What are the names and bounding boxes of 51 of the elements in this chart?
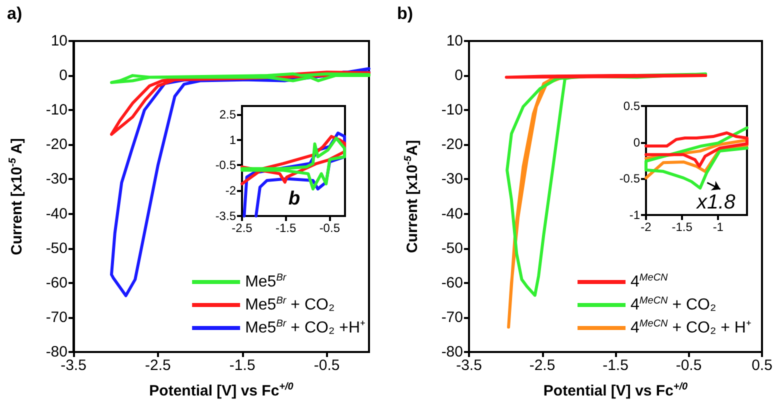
line-series bbox=[644, 126, 748, 190]
y-tick-label: -10 bbox=[441, 102, 463, 119]
y-tick-label: -50 bbox=[46, 240, 68, 257]
x-tick-label: -1.5 bbox=[275, 221, 296, 235]
x-tick-label: -0.5 bbox=[319, 221, 340, 235]
y-tick-label: 0.5 bbox=[623, 99, 640, 113]
x-tick-label: -0.5 bbox=[676, 357, 702, 374]
y-tick-label: -60 bbox=[46, 274, 68, 292]
x-tick-label: -1 bbox=[712, 220, 724, 234]
y-axis-title: Current [x10-5A] bbox=[403, 140, 421, 254]
y-tick-label: 1 bbox=[229, 132, 236, 147]
annotation: x1.8 bbox=[696, 191, 736, 214]
y-tick-label: -1 bbox=[629, 208, 640, 222]
y-tick-label: -80 bbox=[46, 344, 68, 360]
x-tick-label: 0.5 bbox=[752, 357, 772, 374]
x-tick-label: -2.5 bbox=[232, 221, 253, 235]
y-tick-label: -60 bbox=[441, 274, 463, 292]
y-tick-label: -10 bbox=[46, 102, 68, 119]
y-axis-title: Current [x10-5 A] bbox=[8, 138, 26, 256]
y-tick-label: -50 bbox=[441, 240, 463, 257]
y-tick-label: 10 bbox=[446, 32, 463, 50]
y-tick-label: -30 bbox=[46, 170, 68, 188]
x-tick-label: -0.5 bbox=[314, 357, 340, 374]
x-tick-label: -1.5 bbox=[229, 357, 256, 374]
chart-title: a) bbox=[7, 4, 22, 23]
y-tick-label: 2.5 bbox=[219, 107, 236, 122]
y-tick-label: -30 bbox=[441, 170, 463, 188]
y-tick-label: -0.5 bbox=[619, 172, 640, 186]
y-tick-label: -70 bbox=[441, 308, 463, 326]
chart-title: b) bbox=[397, 4, 414, 23]
y-tick-label: -70 bbox=[46, 308, 68, 326]
y-tick-label: -20 bbox=[46, 136, 68, 154]
y-tick-label: -40 bbox=[441, 205, 463, 222]
x-tick-label: -1.5 bbox=[602, 357, 628, 374]
line-series bbox=[644, 131, 748, 168]
line-series bbox=[110, 72, 370, 84]
x-tick-label: -1.5 bbox=[672, 220, 693, 234]
y-tick-label: -3.5 bbox=[215, 209, 236, 223]
annotation: b bbox=[288, 188, 300, 210]
y-tick-label: -20 bbox=[441, 136, 463, 154]
y-tick-label: -2 bbox=[225, 184, 236, 198]
y-tick-label: 0 bbox=[633, 135, 640, 150]
y-tick-label: 10 bbox=[50, 32, 68, 50]
y-tick-label: -40 bbox=[46, 205, 68, 222]
x-tick-label: -2.5 bbox=[145, 357, 171, 374]
y-tick-label: 0 bbox=[454, 67, 463, 84]
y-tick-label: -80 bbox=[441, 344, 463, 360]
y-tick-label: 0 bbox=[59, 67, 68, 84]
x-tick-label: -2 bbox=[640, 220, 652, 234]
y-tick-label: -0.5 bbox=[215, 158, 236, 172]
x-tick-label: -2.5 bbox=[529, 357, 556, 374]
